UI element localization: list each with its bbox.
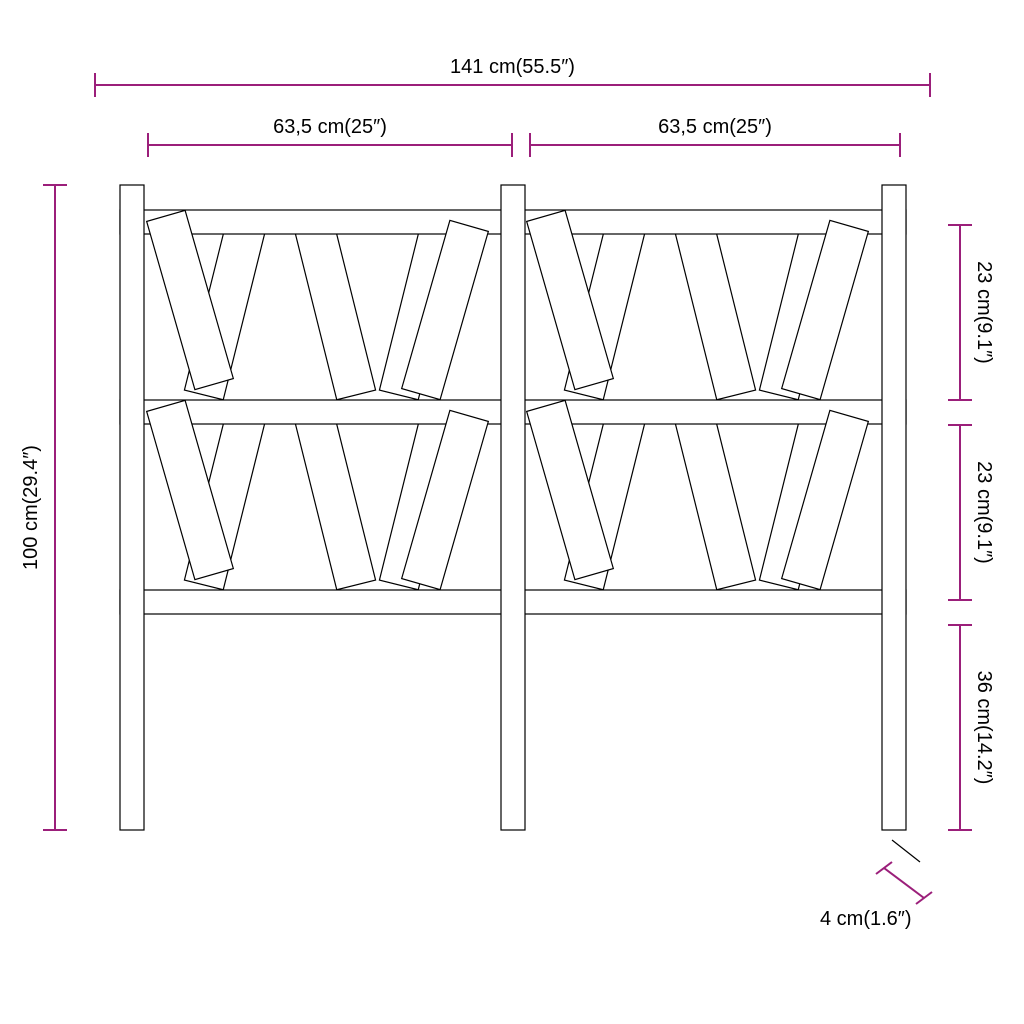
svg-text:4 cm(1.6″): 4 cm(1.6″) [820, 908, 912, 930]
svg-text:63,5 cm(25″): 63,5 cm(25″) [658, 116, 772, 138]
svg-text:23 cm(9.1″): 23 cm(9.1″) [973, 461, 995, 564]
svg-text:23 cm(9.1″): 23 cm(9.1″) [973, 261, 995, 364]
svg-text:141 cm(55.5″): 141 cm(55.5″) [450, 56, 575, 78]
svg-text:36 cm(14.2″): 36 cm(14.2″) [973, 671, 995, 785]
svg-text:100 cm(29.4″): 100 cm(29.4″) [20, 445, 42, 570]
svg-text:63,5 cm(25″): 63,5 cm(25″) [273, 116, 387, 138]
